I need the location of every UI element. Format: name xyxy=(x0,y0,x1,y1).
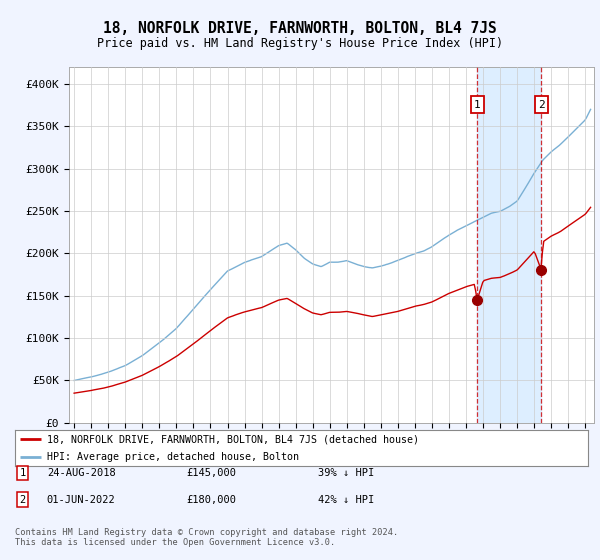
Text: 1: 1 xyxy=(473,100,481,110)
Text: 01-JUN-2022: 01-JUN-2022 xyxy=(47,494,116,505)
Text: 1: 1 xyxy=(20,468,26,478)
Text: 18, NORFOLK DRIVE, FARNWORTH, BOLTON, BL4 7JS: 18, NORFOLK DRIVE, FARNWORTH, BOLTON, BL… xyxy=(103,21,497,36)
Text: £180,000: £180,000 xyxy=(186,494,236,505)
Text: £145,000: £145,000 xyxy=(186,468,236,478)
Text: 18, NORFOLK DRIVE, FARNWORTH, BOLTON, BL4 7JS (detached house): 18, NORFOLK DRIVE, FARNWORTH, BOLTON, BL… xyxy=(47,435,419,444)
Text: 2: 2 xyxy=(538,100,545,110)
Text: 2: 2 xyxy=(20,494,26,505)
Text: 24-AUG-2018: 24-AUG-2018 xyxy=(47,468,116,478)
Text: Contains HM Land Registry data © Crown copyright and database right 2024.
This d: Contains HM Land Registry data © Crown c… xyxy=(15,528,398,548)
Text: 39% ↓ HPI: 39% ↓ HPI xyxy=(318,468,374,478)
Text: Price paid vs. HM Land Registry's House Price Index (HPI): Price paid vs. HM Land Registry's House … xyxy=(97,37,503,50)
Bar xyxy=(477,67,541,423)
Text: HPI: Average price, detached house, Bolton: HPI: Average price, detached house, Bolt… xyxy=(47,452,299,462)
Text: 42% ↓ HPI: 42% ↓ HPI xyxy=(318,494,374,505)
